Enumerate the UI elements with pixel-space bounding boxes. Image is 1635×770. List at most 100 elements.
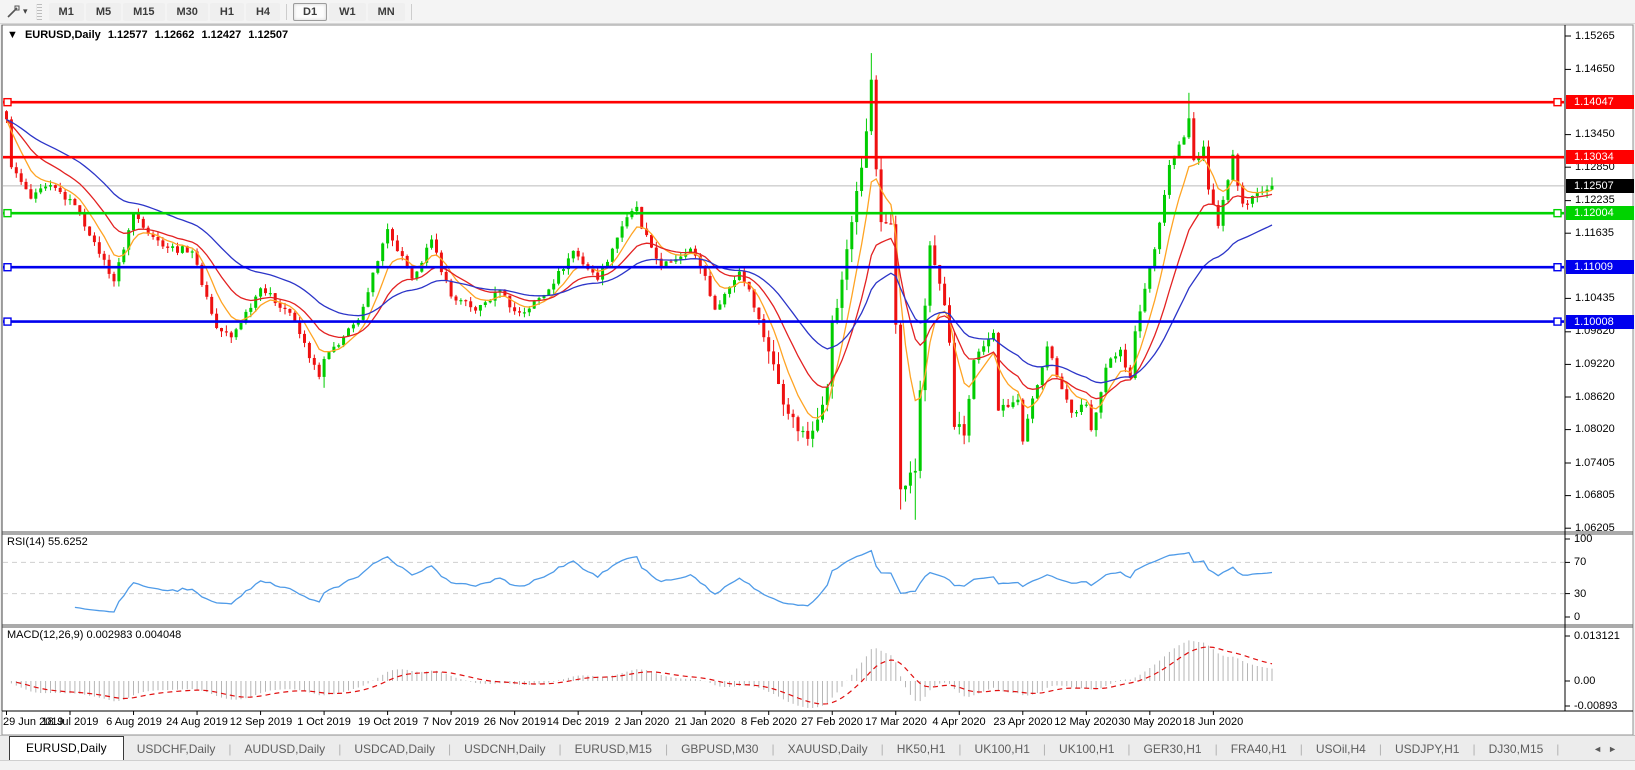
tab-uk100-h1[interactable]: UK100,H1 (974, 741, 1030, 756)
candle-body (127, 230, 131, 250)
timeframe-button-mn[interactable]: MN (367, 2, 405, 21)
candle-body (625, 217, 629, 227)
candle-body (1084, 404, 1088, 406)
tab-audusd-daily[interactable]: AUDUSD,Daily (244, 741, 326, 756)
candle-body (1250, 196, 1254, 204)
chart-tool-button[interactable]: ▾ (6, 4, 28, 19)
candle-body (669, 261, 673, 263)
dropdown-caret-icon[interactable]: ▾ (23, 6, 28, 16)
toolbar-drag-grip[interactable] (35, 3, 42, 20)
candle-body (220, 328, 223, 332)
line-endpoint-handle[interactable] (3, 97, 12, 107)
candle-body (234, 329, 238, 338)
chart-title: ▼ EURUSD,Daily 1.12577 1.12662 1.12427 1… (7, 29, 292, 41)
candle-body (1172, 155, 1176, 165)
candle-body (718, 304, 722, 310)
ohlc-open: 1.12577 (107, 29, 148, 41)
candle-body (1109, 358, 1113, 368)
candle-body (762, 318, 766, 338)
tab-uk100-h1-2[interactable]: UK100,H1 (1059, 741, 1115, 756)
candle-body (1006, 404, 1010, 407)
candle-body (488, 300, 492, 303)
rsi-pane-layer[interactable] (3, 549, 1565, 613)
candle-body (1026, 418, 1030, 442)
candle-body (747, 281, 751, 290)
timeframe-toolbar: ▾ M1 M5 M15 M30 H1 H4 D1 W1 MN (0, 0, 1635, 24)
main-pane-layer[interactable] (3, 53, 1565, 520)
candle-body (73, 199, 77, 206)
candle-body (195, 251, 199, 265)
candle-body (444, 272, 448, 281)
line-endpoint-handle[interactable] (1553, 208, 1562, 218)
candle-body (122, 249, 126, 263)
tab-usoil-h4[interactable]: USOil,H4 (1315, 741, 1366, 756)
line-endpoint-handle[interactable] (1553, 263, 1562, 272)
candle-body (288, 309, 292, 313)
tab-xauusd-daily[interactable]: XAUUSD,Daily (787, 741, 868, 756)
tab-usdcnh-daily[interactable]: USDCNH,Daily (464, 741, 546, 756)
timeframe-button-m5[interactable]: M5 (85, 2, 122, 21)
timeframe-button-d1[interactable]: D1 (293, 2, 328, 21)
tab-usdchf-daily[interactable]: USDCHF,Daily (136, 741, 216, 756)
timeframe-button-m1[interactable]: M1 (48, 2, 84, 21)
tab-scroll-right-icon[interactable]: ► (1608, 743, 1623, 754)
candle-body (733, 280, 736, 287)
tab-eurusd-daily[interactable]: EURUSD,Daily (9, 736, 124, 763)
tab-usdjpy-h1[interactable]: USDJPY,H1 (1394, 741, 1460, 756)
candle-body (860, 167, 864, 191)
candle-body (391, 229, 394, 241)
tab-ger30-h1[interactable]: GER30,H1 (1143, 741, 1202, 756)
candle-body (1016, 399, 1020, 403)
line-endpoint-handle[interactable] (1553, 97, 1562, 107)
candle-body (146, 227, 150, 234)
candle-body (845, 249, 849, 280)
line-endpoint-handle[interactable] (3, 317, 12, 326)
candle-body (1177, 144, 1181, 156)
line-endpoint-handle[interactable] (1553, 317, 1562, 326)
candle-body (938, 265, 942, 284)
candle-body (610, 248, 614, 262)
line-endpoint-handle[interactable] (3, 263, 12, 272)
candle-body (943, 283, 947, 306)
candle-body (102, 253, 106, 260)
candle-body (967, 398, 971, 436)
timeframe-button-h1[interactable]: H1 (209, 2, 244, 21)
candle-body (806, 430, 810, 439)
candle-body (850, 222, 854, 250)
candle-body (1202, 146, 1206, 157)
candle-body (855, 191, 859, 223)
candle-body (640, 206, 644, 229)
tab-separator: | (958, 741, 962, 756)
macd-pane-layer[interactable] (7, 640, 1273, 708)
candle-body (112, 273, 116, 282)
timeframe-button-h4[interactable]: H4 (245, 2, 281, 21)
candle-body (615, 237, 619, 249)
tab-hk50-h1[interactable]: HK50,H1 (896, 741, 946, 756)
chart-tab-bar: EURUSD,Daily USDCHF,Daily | AUDUSD,Daily |… (0, 735, 1635, 763)
candle-body (552, 283, 556, 290)
tab-fra40-h1[interactable]: FRA40,H1 (1230, 741, 1287, 756)
timeframe-button-w1[interactable]: W1 (329, 2, 366, 21)
tab-usdcad-daily[interactable]: USDCAD,Daily (354, 741, 435, 756)
line-endpoint-handle[interactable] (3, 208, 12, 218)
candle-body (97, 242, 101, 254)
ohlc-high: 1.12662 (154, 29, 195, 41)
candle-body (68, 199, 72, 201)
candle-body (992, 332, 995, 339)
tab-scroll-left-icon[interactable]: ◄ (1593, 743, 1609, 754)
candle-body (1035, 385, 1039, 399)
candle-body (581, 256, 585, 265)
candle-body (1270, 185, 1274, 190)
candle-body (24, 181, 28, 190)
tab-scroll-arrows: ◄► (1593, 744, 1623, 754)
crosshair-cursor-icon (7, 5, 20, 18)
moving-average-34 (6, 118, 1273, 384)
candle-body (342, 336, 346, 346)
collapse-triangle-icon[interactable]: ▼ (7, 29, 18, 41)
tab-eurusd-m15[interactable]: EURUSD,M15 (574, 741, 652, 756)
tab-dj30-m15[interactable]: DJ30,M15 (1488, 741, 1544, 756)
timeframe-button-m15[interactable]: M15 (123, 2, 165, 21)
tab-gbpusd-m30[interactable]: GBPUSD,M30 (681, 741, 759, 756)
timeframe-button-m30[interactable]: M30 (166, 2, 208, 21)
